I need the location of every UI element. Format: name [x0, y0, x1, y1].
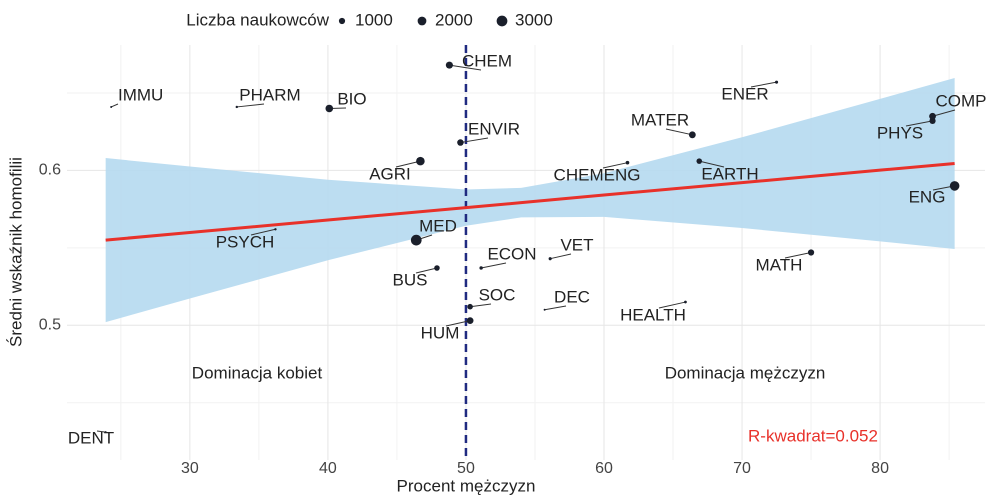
point: [410, 234, 422, 246]
point-label: IMMU: [118, 85, 163, 104]
point-label: ECON: [487, 244, 536, 263]
leader-line: [932, 109, 956, 117]
point-label: PSYCH: [216, 232, 275, 251]
regression-line: [105, 161, 955, 242]
point: [235, 105, 238, 109]
point: [696, 158, 703, 164]
x-tick-label: 80: [871, 460, 889, 477]
y-tick-label: 0.5: [39, 316, 61, 333]
point: [929, 117, 936, 124]
point: [274, 228, 277, 231]
point: [325, 104, 334, 113]
point: [929, 112, 936, 120]
point-label: CHEMENG: [554, 165, 641, 184]
point: [548, 257, 552, 261]
point: [416, 156, 425, 166]
point: [807, 249, 815, 256]
point-label: EARTH: [701, 164, 758, 183]
point-label: PHYS: [877, 123, 923, 142]
legend-symbol: [417, 16, 427, 26]
point-label: BUS: [393, 270, 428, 289]
point: [104, 431, 107, 434]
leader-line: [481, 262, 507, 269]
point: [445, 61, 453, 69]
point-label: PHARM: [239, 85, 300, 104]
leader-line: [905, 120, 933, 127]
leader-line: [415, 267, 438, 274]
point-label: ENG: [909, 187, 946, 206]
y-axis-title: Średni wskaźnik homofilii: [6, 157, 25, 347]
leader-line: [250, 228, 276, 236]
leader-line: [602, 162, 628, 169]
point-label: HEALTH: [620, 305, 686, 324]
point: [110, 105, 113, 108]
annotation: Dominacja mężczyzn: [665, 363, 826, 382]
point: [467, 303, 473, 310]
legend-title: Liczba naukowców: [186, 10, 329, 29]
point-label: DEC: [554, 287, 590, 306]
point: [625, 160, 630, 165]
legend-label: 3000: [515, 10, 553, 29]
confidence-band: [105, 77, 955, 323]
leader-line: [236, 103, 265, 108]
leader-line: [750, 81, 777, 88]
point-label: DENT: [68, 428, 114, 447]
point-label: COMP: [936, 91, 987, 110]
point: [543, 308, 546, 311]
leader-line: [658, 301, 686, 309]
leader-line: [449, 64, 482, 71]
x-axis-title: Procent mężczyzn: [397, 476, 536, 495]
point: [479, 266, 483, 270]
legend-symbol: [496, 15, 508, 27]
annotation: R-kwadrat=0.052: [748, 426, 878, 445]
point-label: VET: [560, 235, 593, 254]
point-label: ENER: [721, 84, 768, 103]
annotation: Dominacja kobiet: [192, 363, 323, 382]
point: [688, 131, 696, 139]
legend-label: 2000: [435, 10, 473, 29]
leader-line: [784, 252, 812, 259]
legend-symbol: [338, 17, 346, 25]
point-label: MATER: [631, 110, 689, 129]
leader-line: [544, 305, 567, 311]
point-label: AGRI: [369, 164, 411, 183]
point: [684, 300, 687, 304]
leader-line: [699, 160, 725, 168]
point: [775, 80, 779, 84]
point: [434, 265, 440, 271]
leader-line: [470, 303, 492, 308]
y-tick-label: 0.6: [39, 162, 61, 179]
x-tick-label: 70: [733, 460, 751, 477]
point-label: BIO: [337, 89, 366, 108]
point-label: ENVIR: [468, 119, 520, 138]
point-label: MATH: [756, 255, 803, 274]
point: [457, 139, 464, 146]
x-tick-label: 50: [457, 460, 475, 477]
point-label: CHEM: [462, 51, 512, 70]
point-label: HUM: [421, 323, 460, 342]
point-label: SOC: [479, 285, 516, 304]
leader-line: [550, 253, 572, 260]
point-label: MED: [419, 216, 457, 235]
x-tick-label: 30: [181, 460, 199, 477]
legend-label: 1000: [355, 10, 393, 29]
leader-line: [445, 320, 471, 327]
leader-line: [110, 103, 119, 108]
x-tick-label: 60: [595, 460, 613, 477]
point: [949, 181, 960, 191]
point: [466, 317, 474, 325]
leader-line: [460, 137, 489, 144]
x-tick-label: 40: [319, 460, 337, 477]
leader-line: [96, 430, 106, 433]
leader-line: [665, 128, 693, 136]
